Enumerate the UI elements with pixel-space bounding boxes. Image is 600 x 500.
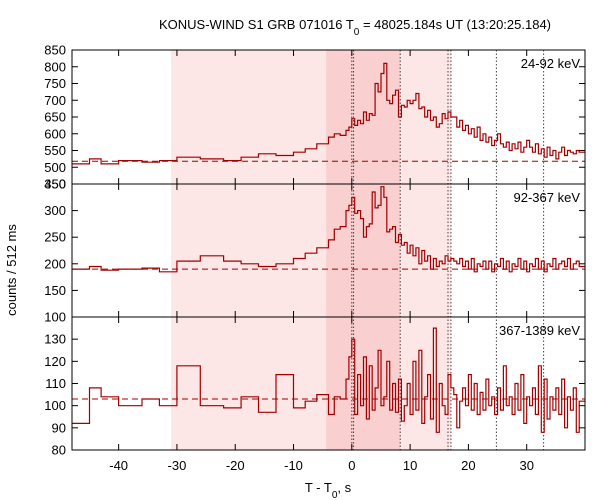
y-tick-label-0-7: 800 xyxy=(44,59,66,74)
x-tick-label-1: -30 xyxy=(168,458,187,473)
chart-title-suffix: = 48025.184s UT (13:20:25.184) xyxy=(359,17,551,32)
shading-layer xyxy=(171,50,451,450)
y-tick-label-0-5: 700 xyxy=(44,93,66,108)
x-tick-label-0: -40 xyxy=(109,458,128,473)
y-tick-label-1-1: 150 xyxy=(44,283,66,298)
y-tick-label-0-3: 600 xyxy=(44,126,66,141)
y-tick-label-2-0: 80 xyxy=(52,443,66,458)
y-tick-label-1-3: 250 xyxy=(44,230,66,245)
y-tick-label-0-6: 750 xyxy=(44,76,66,91)
light-curve-0 xyxy=(72,62,585,165)
chart-title: KONUS-WIND S1 GRB 071016 T0 = 48025.184s… xyxy=(159,17,551,38)
y-tick-label-0-0: 450 xyxy=(44,177,66,192)
band-labels-layer: 24-92 keV 92-367 keV 367-1389 keV xyxy=(499,56,580,338)
series-layer xyxy=(72,62,585,433)
chart-title-subscript: 0 xyxy=(354,27,360,38)
x-tick-label-4: 0 xyxy=(348,458,355,473)
y-tick-label-0-4: 650 xyxy=(44,110,66,125)
y-tick-label-0-1: 500 xyxy=(44,160,66,175)
chart-title-prefix: KONUS-WIND S1 GRB 071016 T xyxy=(159,17,354,32)
y-tick-label-2-3: 110 xyxy=(45,376,66,391)
band-label-0: 24-92 keV xyxy=(521,56,581,71)
band-label-2: 367-1389 keV xyxy=(499,323,580,338)
y-tick-label-2-1: 90 xyxy=(52,420,66,435)
x-tick-label-5: 10 xyxy=(403,458,417,473)
y-tick-label-2-5: 130 xyxy=(44,332,66,347)
y-tick-label-1-0: 100 xyxy=(44,310,66,325)
y-tick-label-1-2: 200 xyxy=(44,256,66,271)
x-axis-title-prefix: T - T xyxy=(305,480,332,495)
x-tick-label-2: -20 xyxy=(226,458,245,473)
x-axis-title-suffix: , s xyxy=(337,480,351,495)
x-tick-label-3: -10 xyxy=(284,458,303,473)
x-axis-title: T - T0, s xyxy=(305,480,352,500)
y-tick-label-0-2: 550 xyxy=(44,143,66,158)
shaded-region-0 xyxy=(171,50,451,450)
x-tick-label-7: 30 xyxy=(519,458,533,473)
y-tick-label-2-2: 100 xyxy=(44,398,66,413)
y-ticks-layer: 4505005506006507007508008501001502002503… xyxy=(44,43,585,458)
y-tick-label-0-8: 850 xyxy=(44,43,66,58)
x-axis-title-subscript: 0 xyxy=(332,490,338,500)
y-axis-title: counts / 512 ms xyxy=(4,224,19,316)
y-tick-label-1-5: 350 xyxy=(44,177,66,192)
y-tick-label-2-4: 120 xyxy=(44,354,66,369)
x-ticks-layer: -40 -30 -20 -10 0 10 20 30 xyxy=(109,50,534,473)
light-curve-2 xyxy=(72,327,585,433)
y-tick-label-1-4: 300 xyxy=(44,203,66,218)
band-label-1: 92-367 keV xyxy=(514,190,581,205)
light-curve-1 xyxy=(72,186,585,273)
x-tick-label-6: 20 xyxy=(461,458,475,473)
